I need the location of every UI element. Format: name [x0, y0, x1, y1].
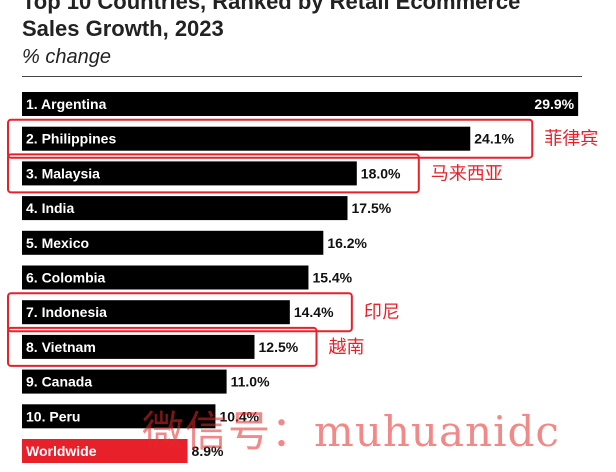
value-label: 10.4% [219, 408, 259, 424]
category-label: 7. Indonesia [26, 304, 107, 320]
highlight-box [7, 326, 318, 367]
category-label: 1. Argentina [26, 96, 107, 112]
bar [22, 334, 255, 359]
annotation-label: 印尼 [364, 302, 400, 323]
highlight-box [7, 153, 420, 194]
bar [22, 230, 324, 255]
value-label: 12.5% [259, 339, 299, 355]
bar [22, 92, 579, 116]
annotation-label: 菲律宾 [544, 129, 598, 150]
annotation-label: 马来西亚 [431, 163, 503, 184]
annotation-label: 越南 [329, 337, 365, 358]
value-label: 11.0% [231, 374, 270, 390]
category-label: 5. Mexico [26, 235, 89, 251]
value-label: 16.2% [327, 235, 367, 251]
category-label: 9. Canada [26, 374, 92, 390]
value-label: 18.0% [361, 165, 401, 181]
category-label: 6. Colombia [26, 270, 106, 286]
value-label: 24.1% [474, 131, 514, 147]
title-divider [22, 76, 582, 77]
bar [22, 161, 357, 186]
bar [22, 196, 348, 221]
bar [22, 265, 309, 290]
value-label: 8.9% [192, 443, 224, 459]
chart-title: Top 10 Countries, Ranked by Retail Ecomm… [22, 0, 521, 41]
category-label: 3. Malaysia [26, 165, 100, 181]
category-label: 10. Peru [26, 408, 80, 424]
value-label: 15.4% [312, 270, 352, 286]
bar [22, 404, 216, 429]
bar [22, 300, 290, 325]
highlight-box [7, 292, 353, 333]
category-label: 2. Philippines [26, 131, 116, 147]
highlight-box [7, 118, 534, 159]
category-label: 4. India [26, 200, 74, 216]
bar [22, 439, 188, 463]
bar [22, 369, 227, 394]
value-label: 29.9% [534, 96, 574, 112]
value-label: 17.5% [352, 200, 392, 216]
category-label: Worldwide [26, 443, 97, 459]
value-label: 14.4% [294, 304, 334, 320]
bar [22, 126, 471, 151]
chart-subtitle: % change [22, 46, 111, 68]
category-label: 8. Vietnam [26, 339, 96, 355]
